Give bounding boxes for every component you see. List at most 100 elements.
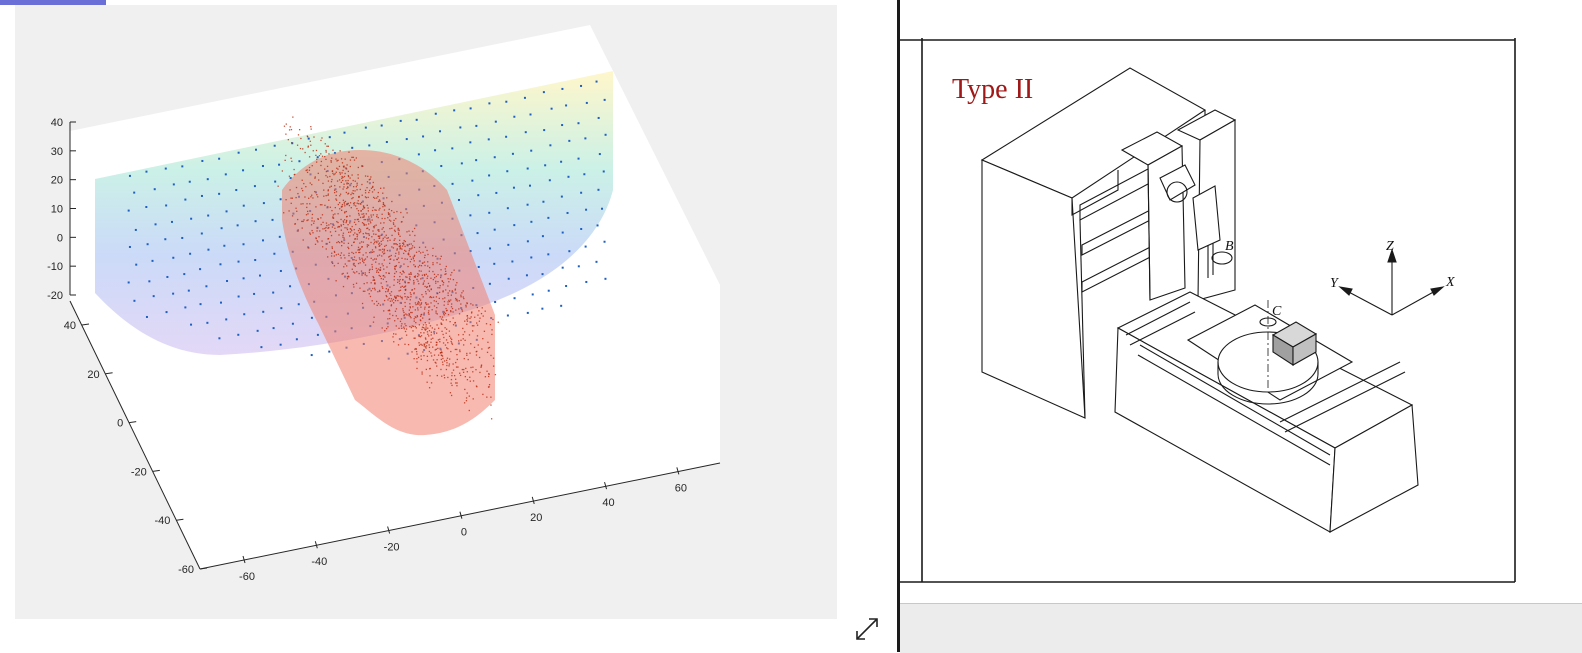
- red-point: [440, 322, 442, 324]
- red-point: [347, 193, 349, 195]
- red-point: [358, 220, 360, 223]
- red-point: [404, 301, 406, 304]
- blue-point: [279, 269, 282, 272]
- blue-point: [310, 316, 313, 319]
- red-point: [315, 161, 318, 163]
- red-point: [333, 174, 335, 176]
- red-point: [373, 189, 376, 191]
- red-point: [308, 247, 310, 249]
- red-point: [371, 236, 373, 238]
- red-point: [413, 358, 415, 360]
- red-point: [351, 229, 353, 232]
- window-divider[interactable]: [897, 0, 900, 652]
- red-point: [340, 181, 342, 183]
- red-point: [413, 288, 416, 290]
- red-point: [396, 248, 398, 250]
- red-point: [413, 320, 415, 322]
- red-point: [392, 223, 395, 226]
- blue-point: [242, 204, 245, 207]
- blue-point: [272, 291, 275, 294]
- red-point: [290, 197, 292, 199]
- red-point: [407, 265, 409, 268]
- red-point: [356, 236, 358, 238]
- red-point: [389, 255, 391, 258]
- red-point: [341, 205, 343, 208]
- red-point: [424, 329, 427, 331]
- red-point: [361, 183, 363, 186]
- red-point: [408, 313, 410, 315]
- red-point: [342, 188, 344, 190]
- red-point: [320, 139, 322, 142]
- figure-canvas[interactable]: -20 -10 0 10 20 30 40 -60 -40 -20 0 20 40 -60 -40 -20…: [15, 5, 837, 619]
- red-point: [427, 265, 429, 267]
- red-point: [373, 276, 375, 279]
- red-point: [377, 240, 379, 242]
- red-point: [468, 395, 470, 397]
- y-tick-label: 20: [87, 369, 99, 381]
- red-point: [394, 296, 396, 298]
- red-point: [363, 206, 365, 208]
- red-point: [367, 238, 370, 240]
- red-point: [420, 278, 422, 280]
- red-point: [378, 289, 381, 292]
- blue-point: [561, 124, 564, 127]
- blue-point: [328, 136, 331, 139]
- red-point: [325, 151, 327, 153]
- red-point: [324, 168, 326, 170]
- red-point: [309, 232, 311, 234]
- red-point: [412, 306, 414, 308]
- red-point: [452, 278, 455, 281]
- blue-point: [512, 186, 515, 189]
- red-point: [398, 251, 400, 253]
- red-point: [424, 246, 427, 248]
- red-point: [468, 409, 470, 412]
- red-point: [363, 224, 366, 226]
- blue-point: [225, 210, 228, 213]
- red-point: [404, 282, 406, 284]
- red-point: [426, 355, 429, 357]
- red-point: [358, 228, 361, 230]
- red-point: [438, 291, 441, 294]
- red-point: [387, 290, 389, 293]
- red-point: [400, 318, 403, 320]
- red-point: [376, 269, 378, 272]
- red-point: [435, 255, 437, 257]
- red-point: [309, 203, 311, 205]
- red-point: [335, 254, 337, 256]
- blue-point: [513, 224, 516, 227]
- red-point: [333, 224, 335, 226]
- blue-point: [476, 232, 479, 235]
- window-tab[interactable]: [0, 0, 106, 5]
- red-point: [341, 245, 343, 247]
- red-point: [416, 302, 419, 304]
- red-point: [390, 294, 392, 296]
- red-point: [374, 289, 376, 291]
- blue-point: [585, 208, 588, 211]
- red-point: [298, 129, 301, 131]
- red-point: [422, 251, 424, 253]
- red-point: [349, 215, 351, 217]
- red-point: [379, 235, 381, 237]
- red-point: [415, 350, 418, 353]
- red-point: [432, 337, 434, 339]
- blue-point: [307, 137, 310, 140]
- red-point: [477, 344, 479, 346]
- red-point: [346, 219, 348, 222]
- red-point: [410, 248, 412, 250]
- blue-point: [187, 289, 190, 292]
- blue-point: [181, 236, 184, 239]
- red-point: [399, 266, 401, 269]
- red-point: [341, 177, 343, 180]
- red-point: [424, 328, 426, 330]
- red-point: [413, 283, 415, 285]
- blue-point: [434, 149, 437, 152]
- red-point: [373, 243, 375, 245]
- red-point: [361, 222, 364, 224]
- red-point: [357, 203, 360, 205]
- red-point: [424, 308, 426, 310]
- red-point: [372, 206, 374, 209]
- red-point: [490, 354, 492, 357]
- expand-icon[interactable]: [852, 614, 882, 644]
- red-point: [371, 191, 374, 193]
